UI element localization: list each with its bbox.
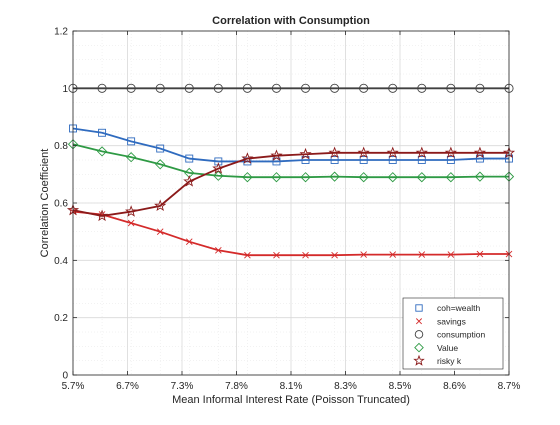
legend-label: savings bbox=[437, 316, 466, 326]
x-tick-label: 6.7% bbox=[116, 381, 139, 392]
y-tick-label: 0 bbox=[62, 371, 68, 382]
x-tick-label: 5.7% bbox=[62, 381, 85, 392]
legend: coh=wealth savings consumption Value risky k bbox=[403, 298, 503, 369]
legend-label: consumption bbox=[437, 330, 485, 340]
x-tick-label: 8.6% bbox=[443, 381, 466, 392]
x-tick-label: 7.3% bbox=[171, 381, 194, 392]
x-tick-label: 8.5% bbox=[389, 381, 412, 392]
y-tick-label: 1.2 bbox=[54, 27, 68, 38]
y-tick-label: 0.8 bbox=[54, 141, 68, 152]
x-tick-label: 8.1% bbox=[280, 381, 303, 392]
y-tick-label: 0.4 bbox=[54, 256, 68, 267]
chart-title: Correlation with Consumption bbox=[212, 15, 370, 27]
y-tick-label: 0.2 bbox=[54, 313, 68, 324]
y-axis-label: Correlation Coefficient bbox=[39, 149, 51, 258]
legend-label: Value bbox=[437, 343, 458, 353]
y-tick-label: 1 bbox=[62, 84, 68, 95]
x-tick-label: 8.7% bbox=[498, 381, 521, 392]
legend-label: risky k bbox=[437, 356, 462, 366]
x-tick-label: 7.8% bbox=[225, 381, 248, 392]
x-axis-label: Mean Informal Interest Rate (Poisson Tru… bbox=[172, 394, 410, 406]
y-tick-label: 0.6 bbox=[54, 199, 68, 210]
x-tick-label: 8.3% bbox=[334, 381, 357, 392]
legend-label: coh=wealth bbox=[437, 303, 481, 313]
